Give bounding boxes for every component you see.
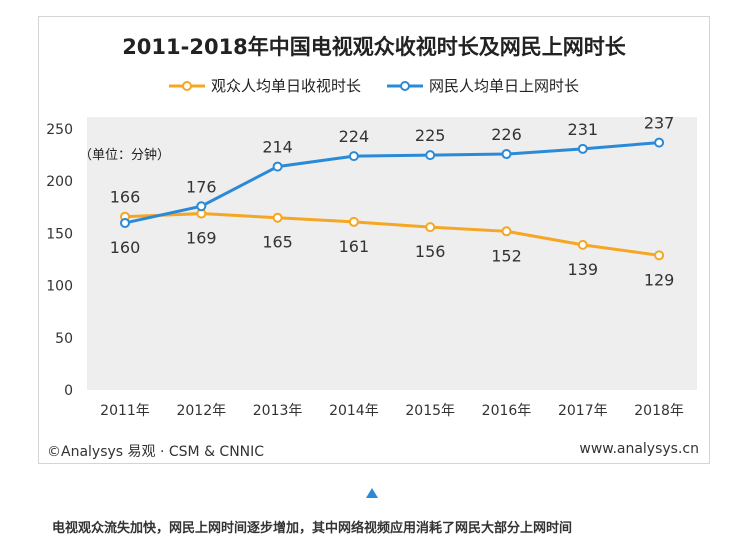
line-chart: 0 50 100 150 200 250 2011年 2012年 2013年 2014年 2015年… xyxy=(46,114,697,419)
data-point-1 xyxy=(196,201,207,212)
legend-swatch-tv xyxy=(168,80,205,91)
y-tick-label: 150 xyxy=(46,226,73,242)
legend-item-internet: 网民人均单日上网时长 xyxy=(387,75,579,96)
data-label-1: 160 xyxy=(110,238,141,257)
data-label-0: 156 xyxy=(415,242,446,261)
legend: 观众人均单日收视时长 网民人均单日上网时长 xyxy=(39,75,709,96)
data-label-0: 161 xyxy=(339,237,370,256)
series-line-1 xyxy=(124,141,660,225)
data-label-0: 166 xyxy=(110,188,141,207)
legend-item-tv: 观众人均单日收视时长 xyxy=(168,75,361,96)
data-label-0: 169 xyxy=(186,229,217,248)
x-tick-label: 2014年 xyxy=(329,403,379,419)
unit-note: （单位：分钟） xyxy=(79,148,171,163)
data-label-1: 224 xyxy=(339,127,370,146)
data-point-0 xyxy=(654,250,665,261)
x-tick-label: 2012年 xyxy=(176,403,226,419)
data-point-1 xyxy=(348,151,359,162)
x-tick-label: 2018年 xyxy=(634,403,684,419)
source-left: ©Analysys 易观 · CSM & CNNIC xyxy=(47,444,265,460)
y-tick-label: 200 xyxy=(46,174,73,190)
caption-triangle-icon xyxy=(366,488,378,498)
data-point-1 xyxy=(120,217,130,228)
data-label-0: 139 xyxy=(568,260,599,279)
chart-card: 2011-2018年中国电视观众收视时长及网民上网时长 观众人均单日收视时长 网… xyxy=(38,16,710,464)
x-tick-label: 2015年 xyxy=(405,403,455,419)
data-point-0 xyxy=(425,222,436,233)
legend-swatch-internet xyxy=(387,80,423,91)
data-label-0: 129 xyxy=(644,270,675,289)
data-label-1: 237 xyxy=(644,114,675,133)
chart-title: 2011-2018年中国电视观众收视时长及网民上网时长 xyxy=(122,35,626,59)
caption: 电视观众流失加快，网民上网时间逐步增加，其中网络视频应用消耗了网民大部分上网时间 xyxy=(52,521,573,536)
x-tick-label: 2013年 xyxy=(253,403,303,419)
x-tick-label: 2011年 xyxy=(100,403,150,419)
data-label-1: 214 xyxy=(262,138,293,157)
data-point-0 xyxy=(577,239,588,250)
data-label-1: 226 xyxy=(491,125,522,144)
series-line-0 xyxy=(124,212,660,257)
y-tick-label: 50 xyxy=(55,331,73,347)
data-point-1 xyxy=(425,150,436,161)
data-point-1 xyxy=(272,161,283,172)
data-point-1 xyxy=(577,143,588,154)
data-point-1 xyxy=(654,137,665,148)
data-point-0 xyxy=(272,212,283,223)
x-tick-label: 2016年 xyxy=(482,403,532,419)
legend-label-internet: 网民人均单日上网时长 xyxy=(429,77,580,95)
data-label-0: 165 xyxy=(262,233,293,252)
legend-label-tv: 观众人均单日收视时长 xyxy=(210,77,361,95)
y-tick-label: 250 xyxy=(46,122,73,138)
data-label-1: 225 xyxy=(415,126,446,145)
data-label-1: 231 xyxy=(568,120,599,139)
data-point-1 xyxy=(501,149,512,160)
data-point-0 xyxy=(501,226,512,237)
data-label-1: 176 xyxy=(186,177,217,196)
y-tick-label: 100 xyxy=(46,279,73,295)
data-point-0 xyxy=(348,216,359,227)
plot-area xyxy=(87,117,697,390)
y-tick-label: 0 xyxy=(64,383,73,399)
x-tick-label: 2017年 xyxy=(558,403,608,419)
data-label-0: 152 xyxy=(491,246,522,265)
source-right: www.analysys.cn xyxy=(579,441,699,457)
